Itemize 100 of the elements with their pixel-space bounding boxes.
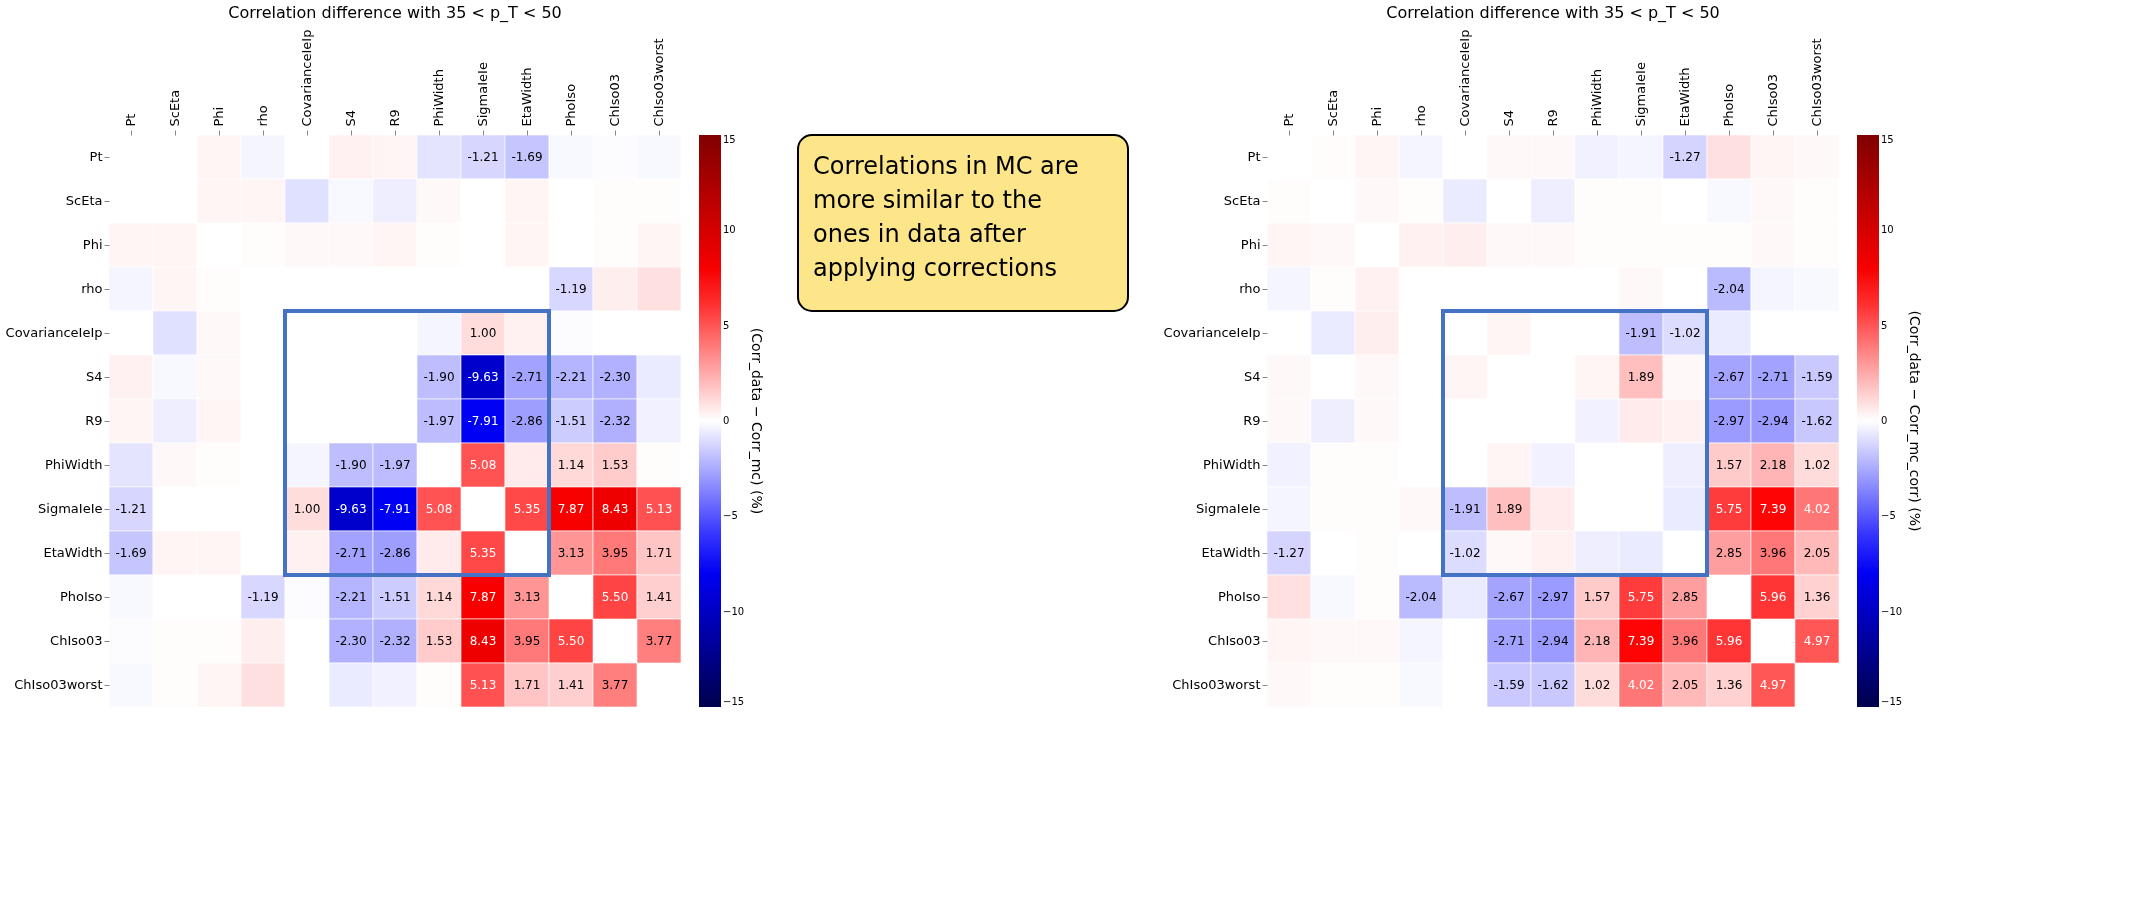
data-label: 5.50 [601, 590, 629, 604]
data-label: -1.69 [115, 546, 147, 560]
data-label: -2.71 [1493, 634, 1525, 648]
data-label: -2.86 [379, 546, 411, 560]
data-label: -1.21 [467, 150, 499, 164]
data-label: 7.39 [1627, 634, 1655, 648]
data-label: -1.59 [1801, 370, 1833, 384]
data-label: 1.57 [1715, 458, 1743, 472]
x-tick-label: SigmaIeIe [475, 62, 490, 127]
data-label: 2.85 [1671, 590, 1699, 604]
color-bar-label: −5 [1881, 510, 1896, 522]
y-tick-label: ChIso03 [50, 633, 103, 648]
data-label: 3.96 [1759, 546, 1787, 560]
y-tick-label: PhiWidth [1203, 457, 1261, 472]
y-tick-label: PhoIso [1217, 589, 1261, 604]
data-label: 5.96 [1715, 634, 1743, 648]
y-tick-label: ChIso03worst [14, 677, 103, 692]
x-tick-label: ScEta [1325, 89, 1340, 127]
data-label: -1.62 [1801, 414, 1833, 428]
data-label: 8.43 [469, 634, 497, 648]
color-bar-label: 5 [723, 319, 730, 331]
data-label: 5.35 [469, 546, 497, 560]
data-label: 1.02 [1583, 678, 1611, 692]
data-label: 3.77 [645, 634, 673, 648]
x-tick-label: Phi [1369, 106, 1384, 127]
x-tick-label: CovarianceIeIp [1457, 29, 1472, 127]
y-tick-label: EtaWidth [1201, 545, 1261, 560]
color-bar-label: −10 [723, 605, 745, 617]
data-label: 4.02 [1627, 678, 1655, 692]
data-label: -1.62 [1537, 678, 1569, 692]
chart-title: Correlation difference with 35 < p_T < 50 [1386, 3, 1720, 24]
data-label: 1.00 [293, 502, 321, 516]
data-label: -1.21 [115, 502, 147, 516]
x-tick-label: R9 [1545, 109, 1560, 127]
y-tick-label: CovarianceIeIp [5, 325, 103, 340]
data-label: -2.30 [599, 370, 631, 384]
data-label: -1.69 [511, 150, 543, 164]
data-label: -2.04 [1713, 282, 1745, 296]
data-label: 7.39 [1759, 502, 1787, 516]
x-tick-label: Pt [1281, 113, 1296, 127]
data-label: 4.97 [1803, 634, 1831, 648]
x-tick-label: Pt [123, 113, 138, 127]
data-label: 1.14 [425, 590, 453, 604]
data-label: 5.75 [1627, 590, 1655, 604]
x-tick-label: S4 [343, 109, 358, 127]
data-label: 1.57 [1583, 590, 1611, 604]
data-label: 1.71 [513, 678, 541, 692]
data-label: 3.95 [601, 546, 629, 560]
data-label: -2.86 [511, 414, 543, 428]
data-label: 7.87 [469, 590, 497, 604]
data-label: 8.43 [601, 502, 629, 516]
data-label: 3.96 [1671, 634, 1699, 648]
data-label: -1.02 [1669, 326, 1701, 340]
data-label: 5.50 [557, 634, 585, 648]
data-label: 2.18 [1583, 634, 1611, 648]
data-label: 3.77 [601, 678, 629, 692]
x-tick-label: R9 [387, 109, 402, 127]
y-tick-label: ScEta [65, 193, 103, 208]
data-label: -2.67 [1493, 590, 1525, 604]
data-label: -2.97 [1537, 590, 1569, 604]
data-label: -1.91 [1625, 326, 1657, 340]
color-bar-label: 0 [723, 415, 730, 426]
y-tick-label: S4 [85, 369, 103, 384]
color-bar-label: 10 [1881, 224, 1894, 236]
data-label: -2.94 [1757, 414, 1789, 428]
x-tick-label: SigmaIeIe [1633, 62, 1648, 127]
color-bar-title: (Corr_data − Corr_mc) (%) [749, 327, 765, 515]
data-label: 1.00 [469, 326, 497, 340]
data-label: 1.14 [557, 458, 585, 472]
data-label: -1.91 [1449, 502, 1481, 516]
x-tick-label: PhiWidth [1589, 69, 1604, 127]
color-bar-label: −15 [723, 696, 745, 707]
text: Correlations in MC are more similar to the ones in data after applying corrections [813, 152, 1079, 282]
data-label: -1.90 [423, 370, 455, 384]
data-label: -1.19 [555, 282, 587, 296]
data-label: 3.13 [557, 546, 585, 560]
x-tick-label: PhoIso [1721, 83, 1736, 127]
x-tick-label: ChIso03worst [1809, 38, 1824, 127]
data-label: -1.27 [1273, 546, 1305, 560]
data-label: 3.13 [513, 590, 541, 604]
data-label: -1.51 [379, 590, 411, 604]
data-label: -7.91 [379, 502, 411, 516]
data-label: 2.05 [1671, 678, 1699, 692]
data-label: 1.36 [1803, 590, 1831, 604]
data-label: -9.63 [467, 370, 499, 384]
y-tick-label: Phi [82, 237, 103, 252]
x-tick-label: ChIso03worst [651, 38, 666, 127]
x-tick-label: ScEta [167, 89, 182, 127]
data-label: 5.75 [1715, 502, 1743, 516]
data-label: 1.53 [601, 458, 629, 472]
y-tick-label: ChIso03 [1208, 633, 1261, 648]
y-tick-label: rho [1239, 281, 1261, 296]
data-label: -2.21 [555, 370, 587, 384]
data-label: -1.02 [1449, 546, 1481, 560]
y-tick-label: Phi [1240, 237, 1261, 252]
data-label: 1.71 [645, 546, 673, 560]
color-bar-label: 0 [1881, 415, 1888, 426]
color-bar-label: −10 [1881, 605, 1903, 617]
data-label: 5.96 [1759, 590, 1787, 604]
data-label: -2.30 [335, 634, 367, 648]
